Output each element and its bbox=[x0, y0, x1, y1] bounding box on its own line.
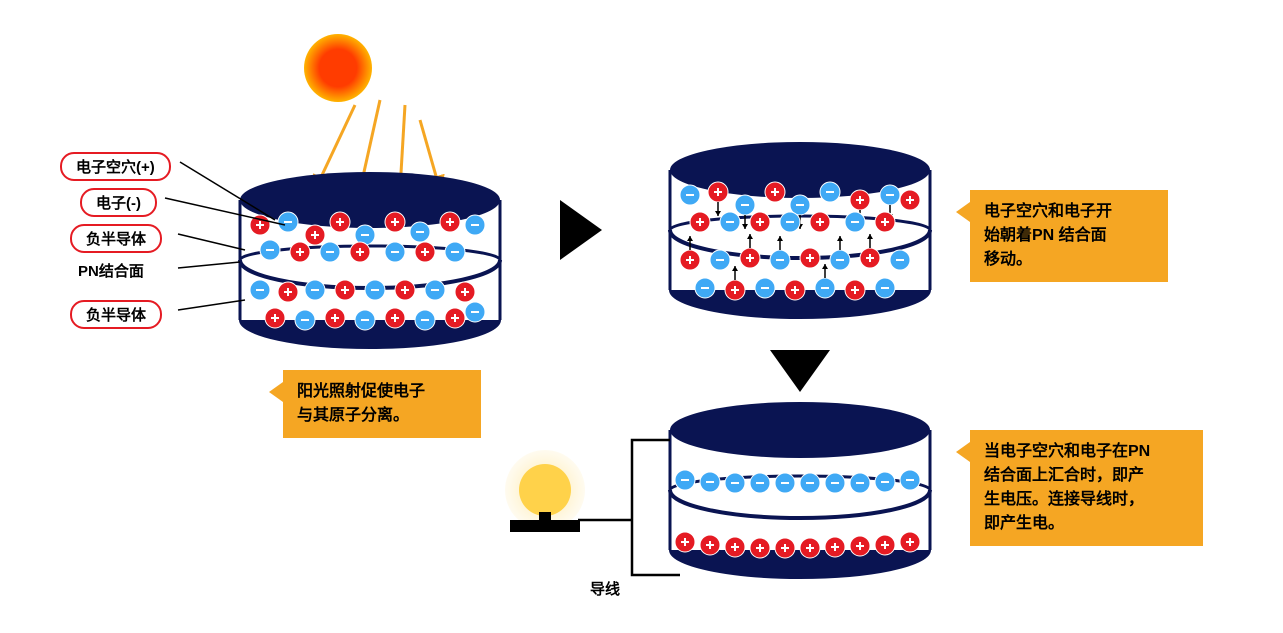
diagram-canvas bbox=[0, 0, 1283, 633]
